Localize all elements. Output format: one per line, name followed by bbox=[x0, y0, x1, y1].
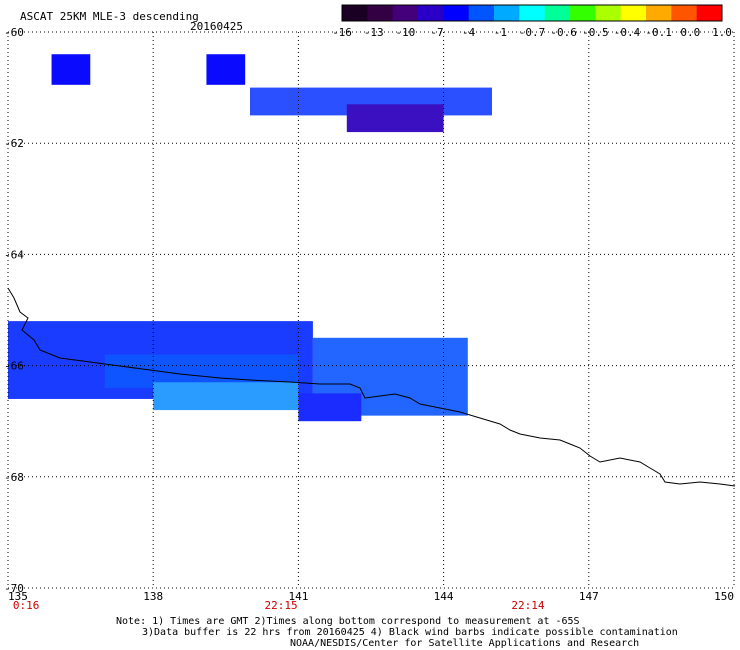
longitude-labels: 135 138 141 144 147 150 bbox=[8, 590, 734, 603]
colorbar-label: 0.0 bbox=[680, 26, 700, 39]
swath-cell bbox=[298, 393, 362, 422]
colorbar-swatch bbox=[418, 5, 444, 21]
lon-tick-label: 141 bbox=[288, 590, 308, 603]
colorbar-swatch bbox=[443, 5, 470, 21]
colorbar-swatch bbox=[696, 5, 723, 21]
colorbar bbox=[341, 4, 723, 22]
colorbar-swatch bbox=[367, 5, 394, 21]
colorbar-swatch bbox=[671, 5, 698, 21]
colorbar-swatch bbox=[646, 5, 672, 21]
map-title: ASCAT 25KM MLE-3 descending bbox=[20, 10, 199, 23]
map-date: 20160425 bbox=[190, 20, 243, 33]
pass-time-label: 22:15 bbox=[265, 599, 298, 612]
colorbar-swatch bbox=[392, 5, 419, 21]
lat-tick-label: -60 bbox=[4, 26, 24, 39]
colorbar-labels: -16 -13 -10 -7 -4 -1 -0.7 -0.6 -0.5 -0.4 -0.1 0.0 1.… bbox=[332, 26, 732, 39]
colorbar-frame bbox=[341, 4, 723, 22]
latitude-labels: -60 -62 -64 -66 -68 -70 bbox=[4, 26, 24, 595]
pass-time-label: 22:14 bbox=[511, 599, 544, 612]
colorbar-swatch bbox=[519, 5, 546, 21]
colorbar-label: -0.6 bbox=[550, 26, 577, 39]
swath-cell bbox=[346, 104, 444, 133]
lon-tick-label: 138 bbox=[143, 590, 163, 603]
colorbar-swatch bbox=[468, 5, 495, 21]
lat-tick-label: -64 bbox=[4, 248, 24, 261]
lon-tick-label: 144 bbox=[434, 590, 454, 603]
colorbar-swatch bbox=[494, 5, 520, 21]
colorbar-swatch bbox=[342, 5, 368, 21]
lat-tick-label: -68 bbox=[4, 471, 24, 484]
swath-cell bbox=[153, 382, 299, 411]
colorbar-label: -13 bbox=[364, 26, 384, 39]
wind-swath bbox=[8, 54, 492, 422]
colorbar-swatch bbox=[570, 5, 596, 21]
lat-tick-label: -70 bbox=[4, 582, 24, 595]
lat-tick-label: -62 bbox=[4, 137, 24, 150]
colorbar-label: -10 bbox=[395, 26, 415, 39]
colorbar-label: 1.0 bbox=[712, 26, 732, 39]
time-labels: 0:16 22:15 22:14 bbox=[13, 599, 545, 612]
lon-tick-label: 135 bbox=[8, 590, 28, 603]
antarctic-coastline bbox=[7, 287, 736, 487]
colorbar-swatch bbox=[620, 5, 647, 21]
lat-tick-label: -66 bbox=[4, 360, 24, 373]
colorbar-label: -16 bbox=[332, 26, 352, 39]
colorbar-label: -0.4 bbox=[614, 26, 641, 39]
swath-cell bbox=[206, 54, 246, 85]
note-line-1: Note: 1) Times are GMT 2)Times along bot… bbox=[116, 616, 580, 627]
colorbar-label: -0.1 bbox=[645, 26, 672, 39]
lon-tick-label: 150 bbox=[714, 590, 734, 603]
pass-time-label: 0:16 bbox=[13, 599, 40, 612]
note-line-2: 3)Data buffer is 22 hrs from 20160425 4)… bbox=[142, 627, 678, 638]
note-line-3: NOAA/NESDIS/Center for Satellite Applica… bbox=[290, 638, 640, 649]
colorbar-label: -0.5 bbox=[582, 26, 609, 39]
swath-cell bbox=[51, 54, 91, 85]
colorbar-swatch bbox=[595, 5, 622, 21]
lat-lon-grid bbox=[7, 31, 735, 589]
colorbar-swatch bbox=[544, 5, 571, 21]
lon-tick-label: 147 bbox=[579, 590, 599, 603]
